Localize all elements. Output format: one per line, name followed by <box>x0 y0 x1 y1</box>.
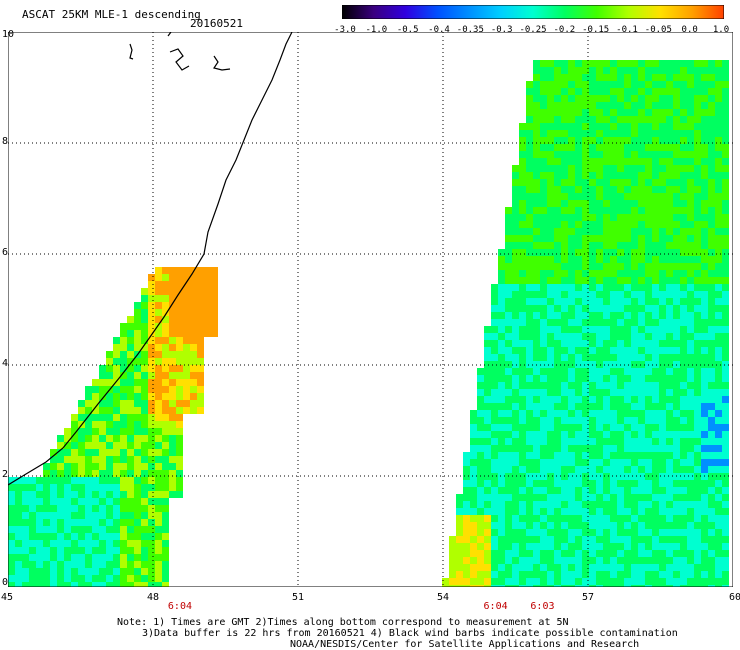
map-plot <box>8 32 733 587</box>
lat-tick-label: 6 <box>2 247 9 258</box>
colorbar-label: -1.0 <box>365 25 388 35</box>
colorbar-label: -0.05 <box>644 25 672 35</box>
swath-data <box>8 60 729 587</box>
lat-tick-label: 8 <box>2 136 9 147</box>
note-line-3: NOAA/NESDIS/Center for Satellite Applica… <box>290 639 640 650</box>
lon-tick-label: 57 <box>582 592 595 603</box>
time-label: 6:03 <box>530 601 555 612</box>
colorbar-label: -0.15 <box>582 25 610 35</box>
colorbar-label: -0.35 <box>456 25 484 35</box>
grid-lines <box>8 32 733 587</box>
lat-tick-label: 2 <box>2 469 9 480</box>
lon-tick-label: 45 <box>1 592 14 603</box>
colorbar-label: -0.25 <box>519 25 547 35</box>
coastline <box>8 32 293 486</box>
colorbar-label: -0.4 <box>428 25 450 35</box>
colorbar-label: 0.0 <box>681 25 698 35</box>
lon-tick-label: 60 <box>729 592 740 603</box>
lon-tick-label: 51 <box>292 592 305 603</box>
colorbar-label: -0.2 <box>553 25 576 35</box>
colorbar <box>342 5 724 19</box>
time-label: 6:04 <box>167 601 192 612</box>
lon-tick-label: 54 <box>437 592 450 603</box>
map-title: ASCAT 25KM MLE-1 descending <box>22 8 201 21</box>
note-line-1: Note: 1) Times are GMT 2)Times along bot… <box>117 617 569 628</box>
colorbar-label: 1.0 <box>712 25 730 35</box>
lon-tick-label: 48 <box>147 592 160 603</box>
colorbar-label: -0.3 <box>490 25 513 35</box>
colorbar-label: -0.5 <box>396 25 419 35</box>
map-date: 20160521 <box>190 17 243 30</box>
lat-tick-label: 10 <box>2 29 15 40</box>
time-label: 6:04 <box>483 601 508 612</box>
colorbar-label: -0.1 <box>616 25 638 35</box>
island-outline <box>129 32 231 71</box>
colorbar-gradient <box>342 5 724 19</box>
colorbar-label: -3.0 <box>334 25 356 35</box>
lat-tick-label: 0 <box>2 577 9 588</box>
lat-tick-label: 4 <box>2 358 9 369</box>
note-line-2: 3)Data buffer is 22 hrs from 20160521 4)… <box>142 628 678 639</box>
